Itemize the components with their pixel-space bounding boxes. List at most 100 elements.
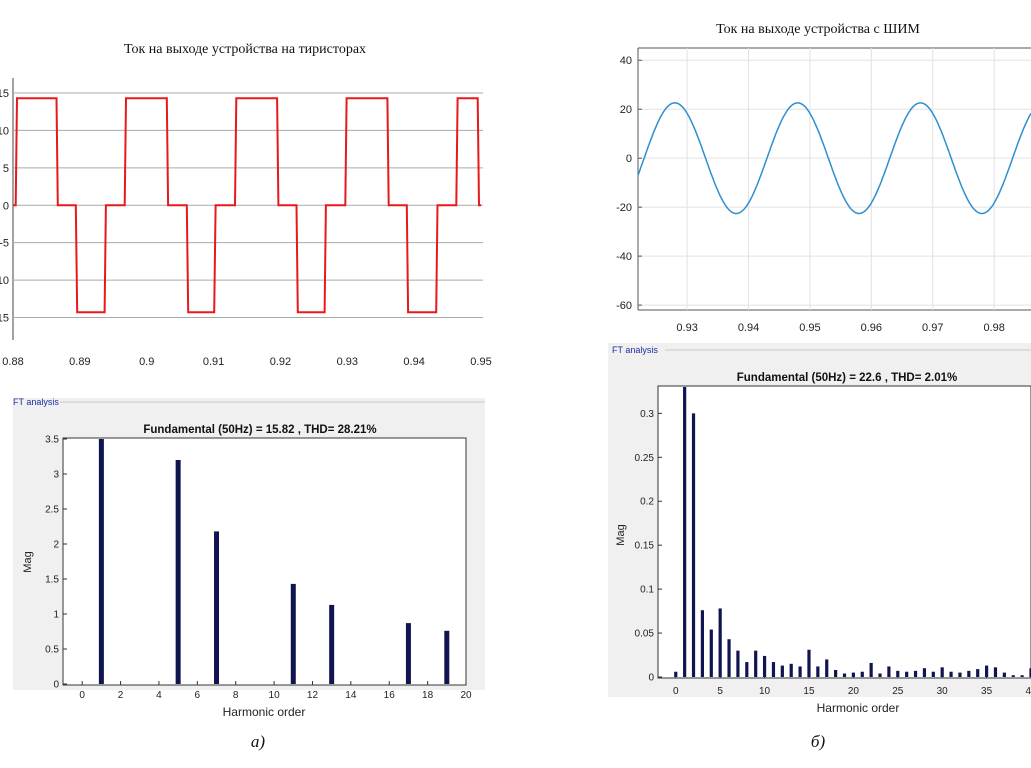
thyristor-fft-bar <box>98 439 104 684</box>
pwm-fft-bar <box>789 663 793 677</box>
pwm-fft-bar <box>825 659 829 677</box>
thyristor-fft-y-tick-label: 3 <box>53 470 59 481</box>
thyristor-fft-y-tick-label: 0 <box>53 680 59 691</box>
thyristor-time-x-tick-label: 0.9 <box>139 356 154 368</box>
pwm-fft-bar <box>984 665 989 677</box>
thyristor-fft-x-tick-label: 14 <box>345 690 357 701</box>
pwm-fft-x-tick-label: 5 <box>717 686 723 697</box>
pwm-fft-bar <box>700 610 705 677</box>
thyristor-fft-bars <box>98 439 450 684</box>
thyristor-time-x-tick-label: 0.91 <box>203 356 224 368</box>
pwm-fft-bar <box>754 650 758 677</box>
thyristor-fft-x-tick-label: 18 <box>422 690 434 701</box>
pwm-fft-plot-area <box>657 385 1031 679</box>
pwm-fft-bar <box>905 671 909 677</box>
thyristor-fft-bar <box>214 531 220 684</box>
pwm-fft-x-tick-label: 30 <box>937 686 949 697</box>
thyristor-fft-bar <box>175 460 181 684</box>
pwm-fft-bar <box>958 672 962 677</box>
thyristor-fft-x-tick-label: 2 <box>118 690 124 701</box>
thyristor-fft-y-tick-label: 2.5 <box>45 505 59 516</box>
pwm-fft-x-tick-label: 10 <box>759 686 771 697</box>
pwm-fft-panel-label: FT analysis <box>612 345 658 355</box>
pwm-fft-bar <box>878 673 882 677</box>
pwm-fft-bar <box>860 671 864 677</box>
pwm-time-x-tick-label: 0.95 <box>799 322 820 334</box>
pwm-fft-y-tick-label: 0.2 <box>640 497 654 508</box>
pwm-fft-bars <box>674 387 1031 677</box>
pwm-fft-bar <box>807 649 811 677</box>
pwm-fft-bar <box>780 665 784 677</box>
pwm-time-x-tick-label: 0.98 <box>983 322 1004 334</box>
thyristor-time-x-tick-label: 0.88 <box>2 356 23 368</box>
thyristor-time-x-ticks: 0.88 0.89 0.9 0.91 0.92 0.93 0.94 0.95 <box>2 356 491 368</box>
thyristor-time-y-ticks: 15 10 5 0 -5 -10 -15 <box>0 88 9 325</box>
pwm-fft-panel: FT analysis Fundamental (50Hz) = 22.6 , … <box>608 343 1031 715</box>
pwm-fft-bar <box>922 668 927 677</box>
pwm-fft-title: Fundamental (50Hz) = 22.6 , THD= 2.01% <box>737 372 958 384</box>
thyristor-fft-x-tick-label: 4 <box>156 690 162 701</box>
thyristor-fft-y-tick-label: 1.5 <box>45 575 59 586</box>
pwm-fft-bar <box>851 672 855 677</box>
thyristor-fft-bar <box>290 583 296 684</box>
thyristor-time-x-tick-label: 0.93 <box>337 356 358 368</box>
thyristor-fft-ylabel: Mag <box>22 551 34 572</box>
thyristor-fft-bar <box>329 604 335 684</box>
pwm-fft-bar <box>674 671 678 677</box>
thyristor-time-y-tick-label: 15 <box>0 88 9 100</box>
pwm-fft-ylabel: Mag <box>615 524 627 545</box>
thyristor-time-plot-bg <box>13 78 483 340</box>
caption-b: б) <box>811 732 826 751</box>
thyristor-time-x-tick-label: 0.95 <box>470 356 491 368</box>
pwm-time-x-tick-label: 0.93 <box>676 322 697 334</box>
thyristor-time-y-tick-label: 5 <box>3 163 9 175</box>
thyristor-time-x-tick-label: 0.92 <box>270 356 291 368</box>
thyristor-time-x-tick-label: 0.89 <box>69 356 90 368</box>
pwm-fft-bar <box>887 666 891 677</box>
pwm-fft-bar <box>1002 672 1006 677</box>
pwm-time-y-tick-label: -40 <box>616 251 632 263</box>
thyristor-time-y-tick-label: 0 <box>3 200 9 212</box>
pwm-fft-bar <box>976 669 980 677</box>
thyristor-fft-y-tick-label: 3.5 <box>45 435 59 446</box>
pwm-fft-x-tick-label: 25 <box>892 686 904 697</box>
pwm-time-y-ticks: 40 20 0 -20 -40 -60 <box>616 55 642 312</box>
pwm-fft-bar <box>913 670 918 677</box>
thyristor-fft-y-tick-label: 2 <box>53 540 59 551</box>
pwm-time-x-ticks: 0.93 0.94 0.95 0.96 0.97 0.98 <box>676 322 1004 334</box>
pwm-fft-bar <box>1011 675 1015 677</box>
pwm-fft-x-tick-label: 35 <box>981 686 993 697</box>
pwm-fft-bar <box>745 662 749 677</box>
thyristor-fft-x-tick-label: 0 <box>79 690 85 701</box>
pwm-fft-bar <box>1029 668 1031 677</box>
thyristor-time-y-tick-label: -5 <box>0 238 9 250</box>
thyristor-fft-xlabel: Harmonic order <box>223 705 306 719</box>
pwm-fft-bar <box>718 608 722 677</box>
pwm-fft-x-tick-label: 0 <box>673 686 679 697</box>
pwm-fft-bar <box>1020 675 1024 677</box>
thyristor-fft-x-ticks: 0 2 4 6 8 10 12 14 16 18 20 <box>79 681 472 701</box>
pwm-fft-y-tick-label: 0.05 <box>635 629 655 640</box>
pwm-fft-bar <box>940 667 944 677</box>
pwm-fft-bar <box>736 650 740 677</box>
thyristor-fft-panel: FT analysis Fundamental (50Hz) = 15.82 ,… <box>13 397 485 719</box>
pwm-time-chart: Ток на выходе устройства с ШИМ 40 20 0 -20 -… <box>608 22 1031 334</box>
thyristor-fft-x-tick-label: 6 <box>195 690 201 701</box>
pwm-fft-y-tick-label: 0.1 <box>640 585 654 596</box>
pwm-time-y-tick-label: 40 <box>620 55 632 67</box>
pwm-fft-y-tick-label: 0.3 <box>640 409 654 420</box>
thyristor-fft-y-tick-label: 0.5 <box>45 645 59 656</box>
caption-a: а) <box>251 732 266 751</box>
pwm-time-y-tick-label: -20 <box>616 202 632 214</box>
pwm-time-y-tick-label: 20 <box>620 104 632 116</box>
pwm-fft-bar <box>869 662 873 677</box>
pwm-fft-x-tick-label: 20 <box>848 686 860 697</box>
thyristor-fft-bar <box>405 623 411 684</box>
pwm-fft-bar <box>727 639 731 677</box>
thyristor-time-grid <box>13 92 483 319</box>
thyristor-fft-panel-label: FT analysis <box>13 397 59 407</box>
thyristor-fft-title: Fundamental (50Hz) = 15.82 , THD= 28.21% <box>143 424 376 436</box>
thyristor-fft-y-tick-label: 1 <box>53 610 59 621</box>
pwm-time-x-tick-label: 0.96 <box>861 322 882 334</box>
